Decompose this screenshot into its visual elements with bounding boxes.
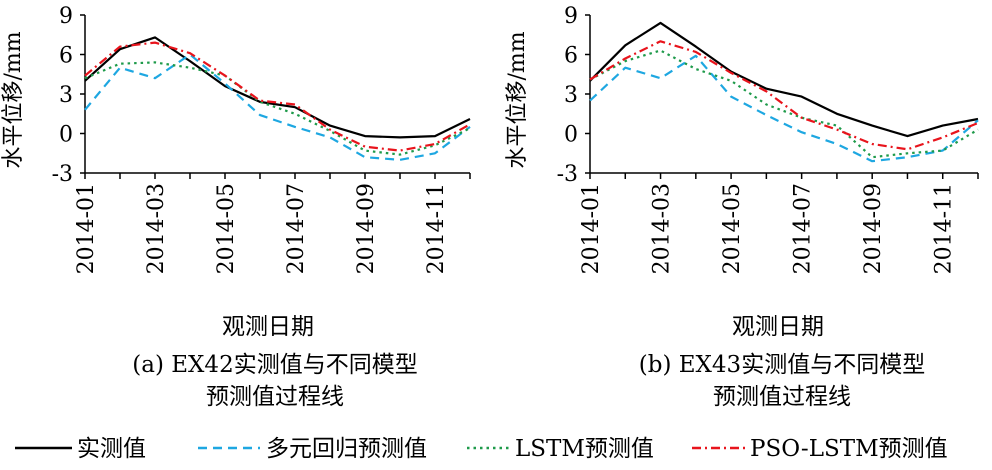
- chart-b-x-ticks: 2014-01 2014-03 2014-05 2014-07 2014-09 2014-…: [579, 173, 979, 274]
- chart-a-x-tick-label: 2014-01: [74, 183, 99, 274]
- chart-a-caption-line2: 预测值过程线: [206, 384, 344, 410]
- chart-b-x-tick-label: 2014-03: [650, 183, 675, 274]
- chart-b-x-axis-label: 观测日期: [732, 314, 824, 340]
- chart-b-y-tick-label: 9: [564, 4, 578, 29]
- chart-a-y-tick-label: -3: [52, 162, 73, 187]
- legend-item-pso-lstm: PSO-LSTM预测值: [692, 436, 948, 462]
- chart-a-y-tick-label: 3: [59, 83, 73, 108]
- chart-a-series-measured: [84, 36, 471, 139]
- chart-a-series-lstm: [84, 61, 471, 156]
- chart-b-caption-line2: 预测值过程线: [713, 384, 851, 410]
- chart-b-x-tick-label: 2014-01: [579, 183, 604, 274]
- chart-b-series: [589, 21, 979, 163]
- chart-a-y-tick-label: 9: [59, 4, 73, 29]
- legend-item-lstm: LSTM预测值: [467, 436, 654, 462]
- chart-a-x-tick-label: 2014-03: [144, 183, 169, 274]
- chart-a-x-tick-label: 2014-09: [354, 183, 379, 274]
- chart-b-y-axis-label: 水平位移/mm: [505, 31, 530, 168]
- chart-b-x-tick-label: 2014-07: [791, 183, 816, 274]
- chart-a-y-ticks: -3 0 3 6 9: [52, 4, 85, 187]
- legend: 实测值 多元回归预测值 LSTM预测值 PSO-LSTM预测值: [15, 436, 948, 462]
- chart-a-series: [84, 36, 471, 161]
- chart-a-x-ticks: 2014-01 2014-03 2014-05 2014-07 2014-09 2014-…: [74, 173, 471, 274]
- chart-a-caption-line1: (a) EX42实测值与不同模型: [132, 352, 417, 378]
- chart-b-series-lstm: [589, 49, 979, 159]
- legend-label-pso-lstm: PSO-LSTM预测值: [750, 436, 948, 462]
- chart-b-caption-line1: (b) EX43实测值与不同模型: [639, 352, 925, 378]
- chart-b-y-tick-label: 0: [564, 123, 578, 148]
- legend-label-regression: 多元回归预测值: [266, 436, 427, 462]
- chart-b-y-tick-label: -3: [557, 162, 578, 187]
- chart-a-y-axis-label: 水平位移/mm: [1, 31, 26, 168]
- chart-a-x-tick-label: 2014-11: [424, 183, 449, 274]
- legend-label-lstm: LSTM预测值: [515, 436, 654, 462]
- chart-a-series-pso-lstm: [84, 41, 471, 152]
- chart-b-x-tick-label: 2014-05: [720, 183, 745, 274]
- chart-a-series-regression: [84, 53, 471, 161]
- chart-b-x-tick-label: 2014-11: [932, 183, 957, 274]
- chart-b-y-ticks: -3 0 3 6 9: [557, 4, 590, 187]
- legend-label-measured: 实测值: [77, 436, 146, 462]
- chart-b-series-regression: [589, 54, 979, 163]
- chart-a-x-axis-label: 观测日期: [222, 314, 314, 340]
- chart-b-y-tick-label: 6: [564, 44, 578, 69]
- chart-a-y-tick-label: 0: [59, 123, 73, 148]
- chart-a-y-tick-label: 6: [59, 44, 73, 69]
- chart-b-y-tick-label: 3: [564, 83, 578, 108]
- legend-item-regression: 多元回归预测值: [198, 436, 427, 462]
- chart-a-x-tick-label: 2014-05: [214, 183, 239, 274]
- chart-b-series-measured: [589, 21, 979, 138]
- chart-b-x-tick-label: 2014-09: [861, 183, 886, 274]
- chart-a-x-tick-label: 2014-07: [284, 183, 309, 274]
- legend-item-measured: 实测值: [15, 436, 146, 462]
